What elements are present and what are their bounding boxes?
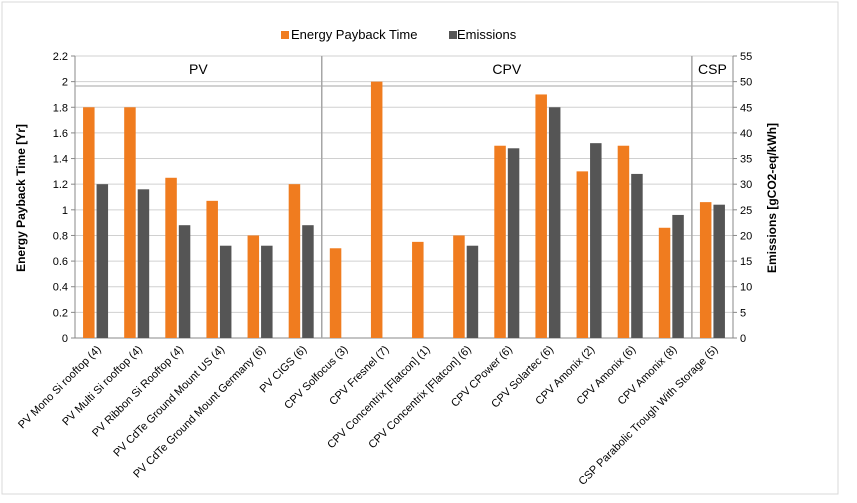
y-tick-label: 1.6: [53, 128, 68, 140]
legend-swatch-0: [281, 31, 289, 39]
bar-emissions: [261, 245, 273, 338]
bar-energy-payback: [699, 202, 712, 338]
bar-energy-payback: [617, 145, 630, 338]
y-tick-label: 0.8: [53, 230, 68, 242]
bar-emissions: [178, 225, 191, 338]
group-label: PV: [189, 61, 208, 77]
bar-energy-payback: [576, 171, 589, 338]
bar-energy-payback: [370, 81, 383, 339]
y2-tick-label: 45: [740, 102, 752, 114]
y-tick-label: 0.2: [53, 307, 68, 319]
bar-emissions: [507, 148, 520, 338]
bar-emissions: [219, 245, 232, 338]
bar-emissions: [590, 143, 602, 338]
y-tick-label: 0.4: [53, 282, 68, 294]
bar-energy-payback: [83, 107, 95, 338]
y2-tick-label: 55: [740, 51, 752, 63]
y2-tick-label: 10: [740, 282, 752, 294]
legend-label-0: Energy Payback Time: [291, 27, 417, 42]
bar-energy-payback: [206, 200, 218, 338]
y-tick-label: 0.6: [53, 256, 68, 268]
y2-tick-label: 5: [740, 307, 746, 319]
y-tick-label: 2.2: [53, 51, 68, 63]
bar-energy-payback: [124, 107, 136, 338]
legend-label-1: Emissions: [457, 27, 517, 42]
bar-emissions: [96, 184, 109, 338]
bar-energy-payback: [535, 94, 547, 338]
group-label: CSP: [698, 61, 727, 77]
bar-energy-payback: [658, 227, 671, 338]
bar-energy-payback: [247, 235, 260, 338]
y-tick-label: 1.8: [53, 102, 68, 114]
bar-emissions: [302, 225, 314, 338]
bar-emissions: [713, 204, 725, 338]
bar-energy-payback: [165, 177, 177, 338]
bar-emissions: [137, 189, 150, 338]
y-tick-label: 0: [62, 333, 68, 345]
y2-tick-label: 0: [740, 333, 746, 345]
bar-emissions: [548, 107, 561, 338]
y-axis-title: Energy Payback Time [Yr]: [14, 124, 28, 272]
bar-emissions: [466, 245, 479, 338]
bar-energy-payback: [412, 241, 424, 338]
group-label: CPV: [492, 61, 521, 77]
y2-tick-label: 25: [740, 205, 752, 217]
bar-energy-payback: [494, 145, 506, 338]
y2-tick-label: 20: [740, 230, 752, 242]
bar-emissions: [672, 214, 684, 338]
y-tick-label: 1: [62, 205, 68, 217]
y-tick-label: 1.4: [53, 154, 68, 166]
y2-tick-label: 15: [740, 256, 752, 268]
y2-tick-label: 40: [740, 128, 752, 140]
y2-axis-title: Emissions [gCO2-eq/kWh]: [765, 123, 779, 273]
legend-swatch-1: [449, 31, 457, 39]
y-tick-label: 1.2: [53, 179, 68, 191]
y2-tick-label: 35: [740, 154, 752, 166]
y2-tick-label: 50: [740, 77, 752, 89]
legend: Energy Payback Time Emissions: [281, 27, 517, 42]
bar-energy-payback: [288, 184, 301, 338]
bar-energy-payback: [329, 248, 342, 338]
bar-emissions: [631, 173, 643, 338]
y-tick-label: 2: [62, 77, 68, 89]
y2-tick-label: 30: [740, 179, 752, 191]
bar-energy-payback: [453, 235, 465, 338]
